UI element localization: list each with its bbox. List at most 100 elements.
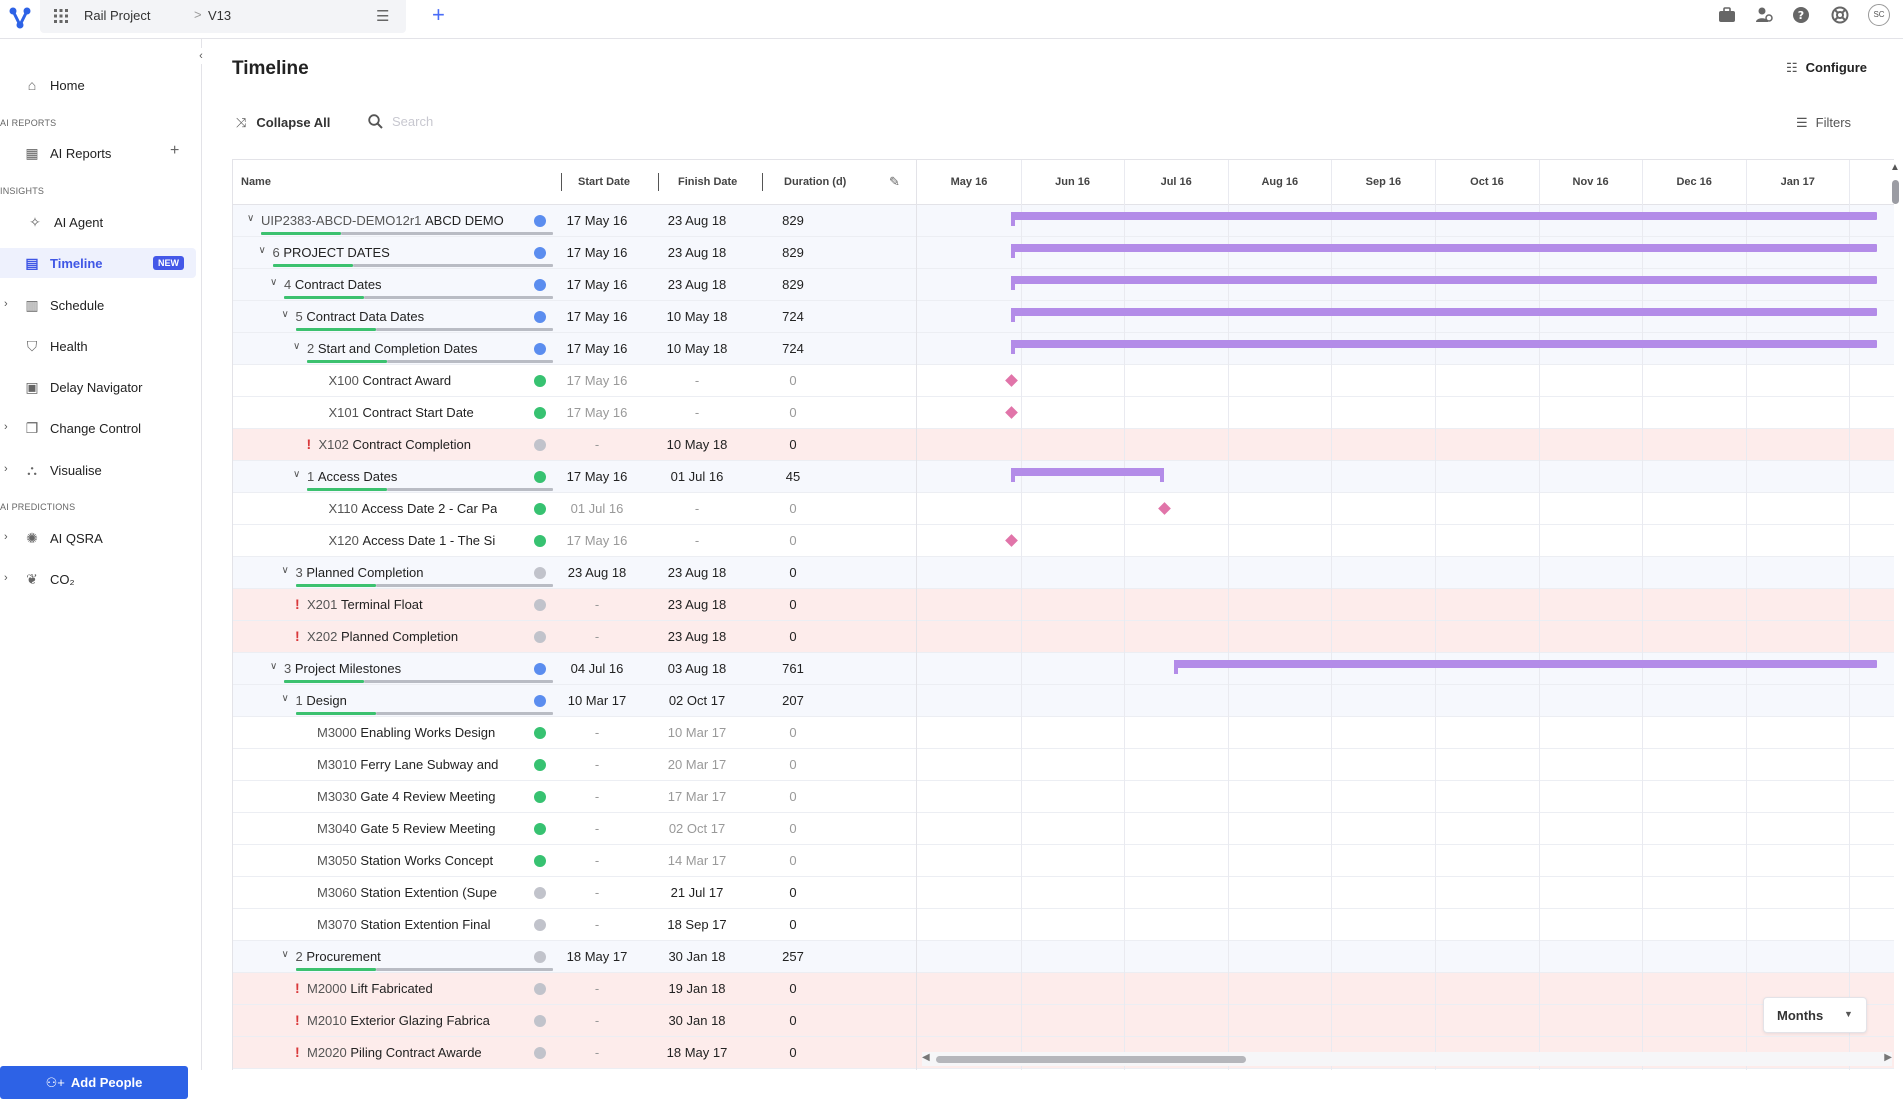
user-avatar[interactable]: SC	[1868, 4, 1890, 26]
task-name[interactable]: M3060 Station Extention (Supe	[317, 885, 497, 900]
table-row[interactable]: ∨ 3 Project Milestones 04 Jul 16 03 Aug 18 7…	[233, 653, 916, 685]
expand-chevron-icon[interactable]: ›	[4, 572, 8, 584]
sidebar-item-health[interactable]: ⛉ Health	[0, 331, 196, 361]
scroll-left-arrow-icon[interactable]: ◀	[922, 1052, 930, 1063]
table-row[interactable]: ∨ 2 Start and Completion Dates 17 May 16 10…	[233, 333, 916, 365]
expand-chevron-icon[interactable]: ›	[4, 463, 8, 475]
task-name[interactable]: 2 Start and Completion Dates	[307, 341, 478, 356]
app-logo-icon[interactable]	[8, 6, 32, 30]
table-row[interactable]: ! X202 Planned Completion - 23 Aug 18 0	[233, 621, 916, 653]
sidebar-item-ai-reports[interactable]: ▦ AI Reports +	[0, 138, 196, 168]
support-icon[interactable]	[1830, 6, 1850, 26]
task-name[interactable]: M3030 Gate 4 Review Meeting	[317, 789, 496, 804]
scroll-right-arrow-icon[interactable]: ▶	[1884, 1052, 1892, 1063]
task-name[interactable]: X101 Contract Start Date	[329, 405, 474, 420]
task-name[interactable]: M2000 Lift Fabricated	[307, 981, 433, 996]
gantt-summary-bar[interactable]	[1174, 660, 1877, 668]
task-name[interactable]: 1 Design	[296, 693, 347, 708]
table-row[interactable]: ! X102 Contract Completion - 10 May 18 0	[233, 429, 916, 461]
table-row[interactable]: X100 Contract Award 17 May 16 - 0	[233, 365, 916, 397]
tab-menu-icon[interactable]: ☰	[376, 7, 389, 25]
column-resize-handle[interactable]	[762, 173, 763, 191]
task-name[interactable]: X201 Terminal Float	[307, 597, 423, 612]
sidebar-item-co2[interactable]: › ❦ CO₂	[0, 564, 196, 594]
expand-chevron-icon[interactable]: ∨	[270, 661, 277, 672]
expand-chevron-icon[interactable]: ›	[4, 421, 8, 433]
table-row[interactable]: X120 Access Date 1 - The Si 17 May 16 - 0	[233, 525, 916, 557]
task-name[interactable]: X100 Contract Award	[329, 373, 452, 388]
table-row[interactable]: M3040 Gate 5 Review Meeting - 02 Oct 17 0	[233, 813, 916, 845]
sidebar-item-change-control[interactable]: › ❐ Change Control	[0, 413, 196, 443]
search-box[interactable]	[368, 112, 568, 134]
table-row[interactable]: M3030 Gate 4 Review Meeting - 17 Mar 17 0	[233, 781, 916, 813]
scrollbar-thumb[interactable]	[1892, 180, 1899, 204]
user-settings-icon[interactable]	[1754, 6, 1774, 26]
table-row[interactable]: M3000 Enabling Works Design - 10 Mar 17 0	[233, 717, 916, 749]
table-row[interactable]: ! M2000 Lift Fabricated - 19 Jan 18 0	[233, 973, 916, 1005]
expand-chevron-icon[interactable]: ›	[4, 531, 8, 543]
vertical-scrollbar[interactable]: ▲	[1890, 162, 1902, 207]
table-row[interactable]: ! M2020 Piling Contract Awarde - 18 May 17 0	[233, 1037, 916, 1069]
add-people-button[interactable]: ⚇+ Add People	[0, 1066, 188, 1099]
task-name[interactable]: M3010 Ferry Lane Subway and	[317, 757, 498, 772]
expand-chevron-icon[interactable]: ∨	[259, 245, 266, 256]
search-input[interactable]	[392, 114, 542, 129]
gantt-summary-bar[interactable]	[1011, 212, 1877, 220]
help-icon[interactable]: ?	[1791, 6, 1811, 26]
briefcase-icon[interactable]	[1717, 6, 1737, 26]
task-name[interactable]: M3070 Station Extention Final	[317, 917, 490, 932]
gantt-summary-bar[interactable]	[1011, 308, 1877, 316]
sidebar-item-ai-agent[interactable]: ✧ AI Agent	[0, 207, 196, 237]
gantt-summary-bar[interactable]	[1011, 340, 1877, 348]
expand-chevron-icon[interactable]: ∨	[282, 949, 289, 960]
configure-button[interactable]: ☷ Configure	[1786, 60, 1867, 76]
expand-chevron-icon[interactable]: ∨	[293, 469, 300, 480]
table-row[interactable]: ∨ 5 Contract Data Dates 17 May 16 10 May 18…	[233, 301, 916, 333]
table-row[interactable]: X101 Contract Start Date 17 May 16 - 0	[233, 397, 916, 429]
gantt-summary-bar[interactable]	[1011, 276, 1877, 284]
expand-chevron-icon[interactable]: ∨	[247, 213, 254, 224]
sidebar-item-visualise[interactable]: › ⛬ Visualise	[0, 455, 196, 485]
task-name[interactable]: 6 PROJECT DATES	[273, 245, 390, 260]
table-row[interactable]: ! M2010 Exterior Glazing Fabrica - 30 Jan 1…	[233, 1005, 916, 1037]
expand-chevron-icon[interactable]: ›	[4, 298, 8, 310]
column-resize-handle[interactable]	[561, 173, 562, 191]
collapse-all-button[interactable]: ⤨ Collapse All	[236, 115, 330, 131]
column-header-finish[interactable]: Finish Date	[678, 176, 737, 188]
sidebar-item-ai-qsra[interactable]: › ✺ AI QSRA	[0, 523, 196, 553]
task-name[interactable]: UIP2383-ABCD-DEMO12r1 ABCD DEMO	[261, 213, 504, 228]
table-row[interactable]: M3050 Station Works Concept - 14 Mar 17 0	[233, 845, 916, 877]
table-row[interactable]: M3010 Ferry Lane Subway and - 20 Mar 17 0	[233, 749, 916, 781]
sidebar-item-delay-navigator[interactable]: ▣ Delay Navigator	[0, 372, 196, 402]
table-row[interactable]: ∨ 1 Design 10 Mar 17 02 Oct 17 207	[233, 685, 916, 717]
task-name[interactable]: X110 Access Date 2 - Car Pa	[329, 501, 498, 516]
expand-chevron-icon[interactable]: ∨	[270, 277, 277, 288]
task-name[interactable]: 3 Project Milestones	[284, 661, 401, 676]
add-tab-button[interactable]: +	[432, 2, 445, 28]
project-name[interactable]: Rail Project	[84, 8, 150, 23]
table-row[interactable]: M3070 Station Extention Final - 18 Sep 17 0	[233, 909, 916, 941]
expand-chevron-icon[interactable]: ∨	[282, 565, 289, 576]
scroll-up-arrow-icon[interactable]: ▲	[1890, 162, 1900, 173]
scrollbar-thumb[interactable]	[936, 1056, 1246, 1063]
task-name[interactable]: X102 Contract Completion	[319, 437, 472, 452]
table-row[interactable]: ∨ 3 Planned Completion 23 Aug 18 23 Aug 18 0	[233, 557, 916, 589]
project-tab[interactable]: Rail Project > V13 ☰	[40, 0, 406, 33]
column-header-duration[interactable]: Duration (d)	[784, 176, 846, 188]
gantt-summary-bar[interactable]	[1011, 468, 1164, 476]
task-name[interactable]: X202 Planned Completion	[307, 629, 458, 644]
expand-chevron-icon[interactable]: ∨	[293, 341, 300, 352]
task-name[interactable]: 1 Access Dates	[307, 469, 397, 484]
table-row[interactable]: ∨ UIP2383-ABCD-DEMO12r1 ABCD DEMO 17 May 1…	[233, 205, 916, 237]
table-row[interactable]: X110 Access Date 2 - Car Pa 01 Jul 16 - 0	[233, 493, 916, 525]
add-report-button[interactable]: +	[170, 142, 179, 160]
task-name[interactable]: M2010 Exterior Glazing Fabrica	[307, 1013, 490, 1028]
edit-columns-icon[interactable]: ✎	[889, 174, 900, 190]
task-name[interactable]: M3000 Enabling Works Design	[317, 725, 495, 740]
filters-button[interactable]: ☰ Filters	[1796, 115, 1851, 131]
sidebar-item-home[interactable]: ⌂ Home	[0, 70, 196, 100]
horizontal-scrollbar[interactable]: ◀ ▶	[922, 1052, 1892, 1066]
zoom-scale-select[interactable]: Months ▼	[1763, 997, 1867, 1033]
task-name[interactable]: 4 Contract Dates	[284, 277, 382, 292]
task-name[interactable]: M2020 Piling Contract Awarde	[307, 1045, 482, 1060]
